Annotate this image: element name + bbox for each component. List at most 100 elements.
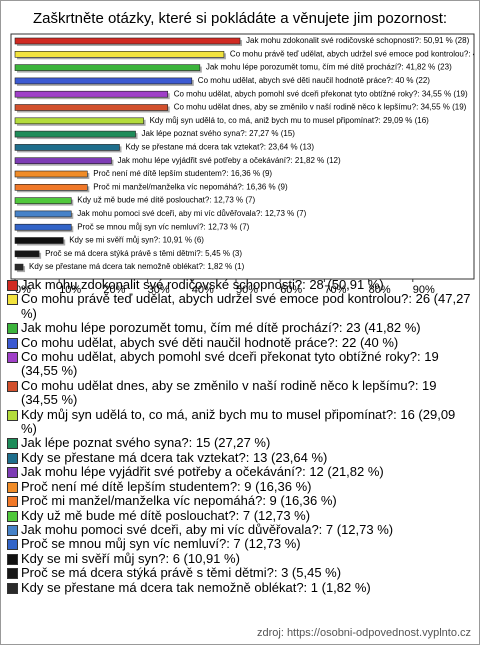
x-tick-label: 80% bbox=[369, 284, 391, 296]
legend-swatch bbox=[7, 438, 18, 450]
legend-item: Co mohu udělat, abych pomohl své dceři p… bbox=[7, 349, 473, 379]
legend-label: Jak mohu lépe porozumět tomu, čím mé dít… bbox=[21, 320, 421, 336]
bar-label: Jak mohu lépe vyjádřit své potřeby a oče… bbox=[117, 156, 341, 165]
bar bbox=[14, 64, 201, 71]
legend-label: Proč mi manžel/manželka víc nepomáhá?: 9… bbox=[21, 493, 337, 509]
legend-swatch bbox=[7, 582, 18, 594]
legend-item: Kdy už mě bude mé dítě poslouchat?: 7 (1… bbox=[7, 507, 473, 523]
bar bbox=[14, 250, 40, 258]
bar-label: Jak lépe poznat svého syna?: 27,27 % (15… bbox=[142, 129, 296, 138]
bar bbox=[14, 263, 24, 271]
chart-title: Zaškrtněte otázky, které si pokládáte a … bbox=[33, 10, 447, 27]
legend-item: Proč není mé dítě lepším studentem?: 9 (… bbox=[7, 478, 473, 494]
bar bbox=[14, 90, 169, 98]
source: zdroj: https://osobni-odpovednost.vyplnt… bbox=[256, 627, 471, 639]
plot-frame bbox=[10, 33, 475, 280]
bar-label: Kdy už mě bude mé dítě poslouchat?: 12,7… bbox=[77, 196, 255, 205]
legend-swatch bbox=[7, 452, 18, 464]
bar-label: Co mohu udělat, abych své děti naučil ho… bbox=[198, 76, 430, 85]
legend-label: Co mohu právě teď udělat, abych udržel s… bbox=[21, 291, 471, 321]
bar bbox=[14, 117, 144, 125]
legend-item: Jak lépe poznat svého syna?: 15 (27,27 %… bbox=[7, 436, 473, 450]
bar-label: Proč není mé dítě lepším studentem?: 16,… bbox=[93, 169, 272, 178]
bar-label: Kdy můj syn udělá to, co má, aniž bych m… bbox=[150, 116, 430, 125]
bar bbox=[14, 170, 88, 178]
chart: Zaškrtněte otázky, které si pokládáte a … bbox=[10, 10, 479, 296]
legend-item: Co mohu právě teď udělat, abych udržel s… bbox=[7, 292, 473, 321]
bar-label: Proč se má dcera stýká právě s těmi dětm… bbox=[45, 249, 242, 258]
bar-label: Co mohu udělat, abych pomohl své dceři p… bbox=[174, 89, 468, 98]
x-tick-label: 10% bbox=[59, 284, 81, 296]
bar-label: Proč mi manžel/manželka víc nepomáhá?: 1… bbox=[93, 182, 288, 191]
legend: Jak mohu zdokonalit své rodičovské schop… bbox=[7, 277, 473, 595]
legend-swatch bbox=[7, 568, 18, 580]
legend-label: Kdy můj syn udělá to, co má, aniž bych m… bbox=[21, 406, 456, 437]
legend-label: Jak mohu zdokonalit své rodičovské schop… bbox=[21, 277, 384, 292]
legend-label: Kdy už mě bude mé dítě poslouchat?: 7 (1… bbox=[21, 507, 311, 523]
bar bbox=[14, 50, 225, 58]
legend-label: Co mohu udělat, abych pomohl své dceři p… bbox=[21, 349, 439, 379]
legend-swatch bbox=[7, 481, 18, 493]
legend-swatch bbox=[7, 280, 18, 291]
legend-swatch bbox=[7, 323, 18, 335]
bar-label: Kdy se přestane má dcera tak vztekat?: 2… bbox=[125, 143, 314, 152]
legend-item: Jak mohu pomoci své dceři, aby mi víc dů… bbox=[7, 521, 473, 537]
legend-label: Kdy se mi svěří můj syn?: 6 (10,91 %) bbox=[21, 550, 240, 566]
legend-label: Proč není mé dítě lepším studentem?: 9 (… bbox=[21, 478, 312, 494]
bar-label: Kdy se přestane má dcera tak nemožně obl… bbox=[29, 262, 245, 271]
bar bbox=[14, 130, 136, 138]
bar bbox=[14, 210, 72, 218]
legend-item: Jak mohu lépe vyjádřit své potřeby a oče… bbox=[7, 465, 473, 479]
legend-item: Proč se mnou můj syn víc nemluví?: 7 (12… bbox=[7, 537, 473, 551]
legend-swatch bbox=[7, 337, 18, 349]
legend-item: Co mohu udělat, abych své děti naučil ho… bbox=[7, 334, 473, 350]
legend-label: Proč se má dcera stýká právě s těmi dětm… bbox=[21, 565, 342, 581]
bar bbox=[14, 184, 88, 191]
bar-label: Jak mohu lépe porozumět tomu, čím mé dít… bbox=[206, 63, 452, 72]
legend-item: Co mohu udělat dnes, aby se změnilo v na… bbox=[7, 377, 473, 408]
legend-swatch bbox=[7, 496, 18, 508]
bar bbox=[14, 237, 64, 244]
x-tick-label: 0% bbox=[15, 284, 31, 296]
legend-swatch bbox=[7, 294, 18, 306]
legend-item: Kdy se přestane má dcera tak vztekat?: 1… bbox=[7, 449, 473, 465]
legend-item: Kdy se mi svěří můj syn?: 6 (10,91 %) bbox=[7, 550, 473, 566]
legend-swatch bbox=[7, 409, 18, 421]
bar bbox=[14, 144, 120, 151]
legend-item: Jak mohu lépe porozumět tomu, čím mé dít… bbox=[7, 321, 473, 335]
legend-label: Kdy se přestane má dcera tak vztekat?: 1… bbox=[21, 449, 328, 465]
legend-swatch bbox=[7, 553, 18, 565]
legend-label: Jak mohu pomoci své dceři, aby mi víc dů… bbox=[21, 521, 394, 537]
legend-item: Kdy se přestane má dcera tak nemožně obl… bbox=[7, 579, 473, 595]
legend-swatch bbox=[7, 539, 18, 551]
bar-label: Proč se mnou můj syn víc nemluví?: 12,73… bbox=[77, 222, 249, 231]
legend-swatch bbox=[7, 510, 18, 522]
x-tick-label: 50% bbox=[236, 284, 258, 296]
legend-label: Proč se mnou můj syn víc nemluví?: 7 (12… bbox=[21, 536, 301, 552]
x-tick-label: 40% bbox=[192, 284, 214, 296]
bar bbox=[14, 197, 72, 204]
legend-swatch bbox=[7, 352, 18, 364]
legend-label: Co mohu udělat, abych své děti naučil ho… bbox=[21, 334, 399, 350]
bar-label: Co mohu právě teď udělat, abych udržel s… bbox=[230, 49, 479, 58]
legend-swatch bbox=[7, 467, 18, 479]
legend-swatch bbox=[7, 524, 18, 536]
legend-item: Kdy můj syn udělá to, co má, aniž bych m… bbox=[7, 406, 473, 437]
x-tick-label: 70% bbox=[324, 284, 346, 296]
x-tick-label: 30% bbox=[148, 284, 170, 296]
bar-label: Co mohu udělat dnes, aby se změnilo v na… bbox=[174, 103, 467, 112]
bar-label: Jak mohu pomoci své dceři, aby mi víc dů… bbox=[77, 209, 306, 218]
x-tick-label: 90% bbox=[413, 284, 435, 296]
legend-label: Kdy se přestane má dcera tak nemožně obl… bbox=[21, 579, 371, 595]
legend-item: Proč se má dcera stýká právě s těmi dětm… bbox=[7, 565, 473, 581]
bars: Jak mohu zdokonalit své rodičovské schop… bbox=[14, 36, 479, 273]
legend-item: Jak mohu zdokonalit své rodičovské schop… bbox=[7, 277, 473, 292]
legend-label: Co mohu udělat dnes, aby se změnilo v na… bbox=[21, 377, 437, 408]
legend-swatch bbox=[7, 380, 18, 392]
bar bbox=[14, 157, 112, 164]
x-tick-label: 20% bbox=[103, 284, 125, 296]
bar bbox=[14, 37, 241, 45]
bar bbox=[14, 104, 169, 111]
bar-label: Jak mohu zdokonalit své rodičovské schop… bbox=[246, 36, 470, 45]
